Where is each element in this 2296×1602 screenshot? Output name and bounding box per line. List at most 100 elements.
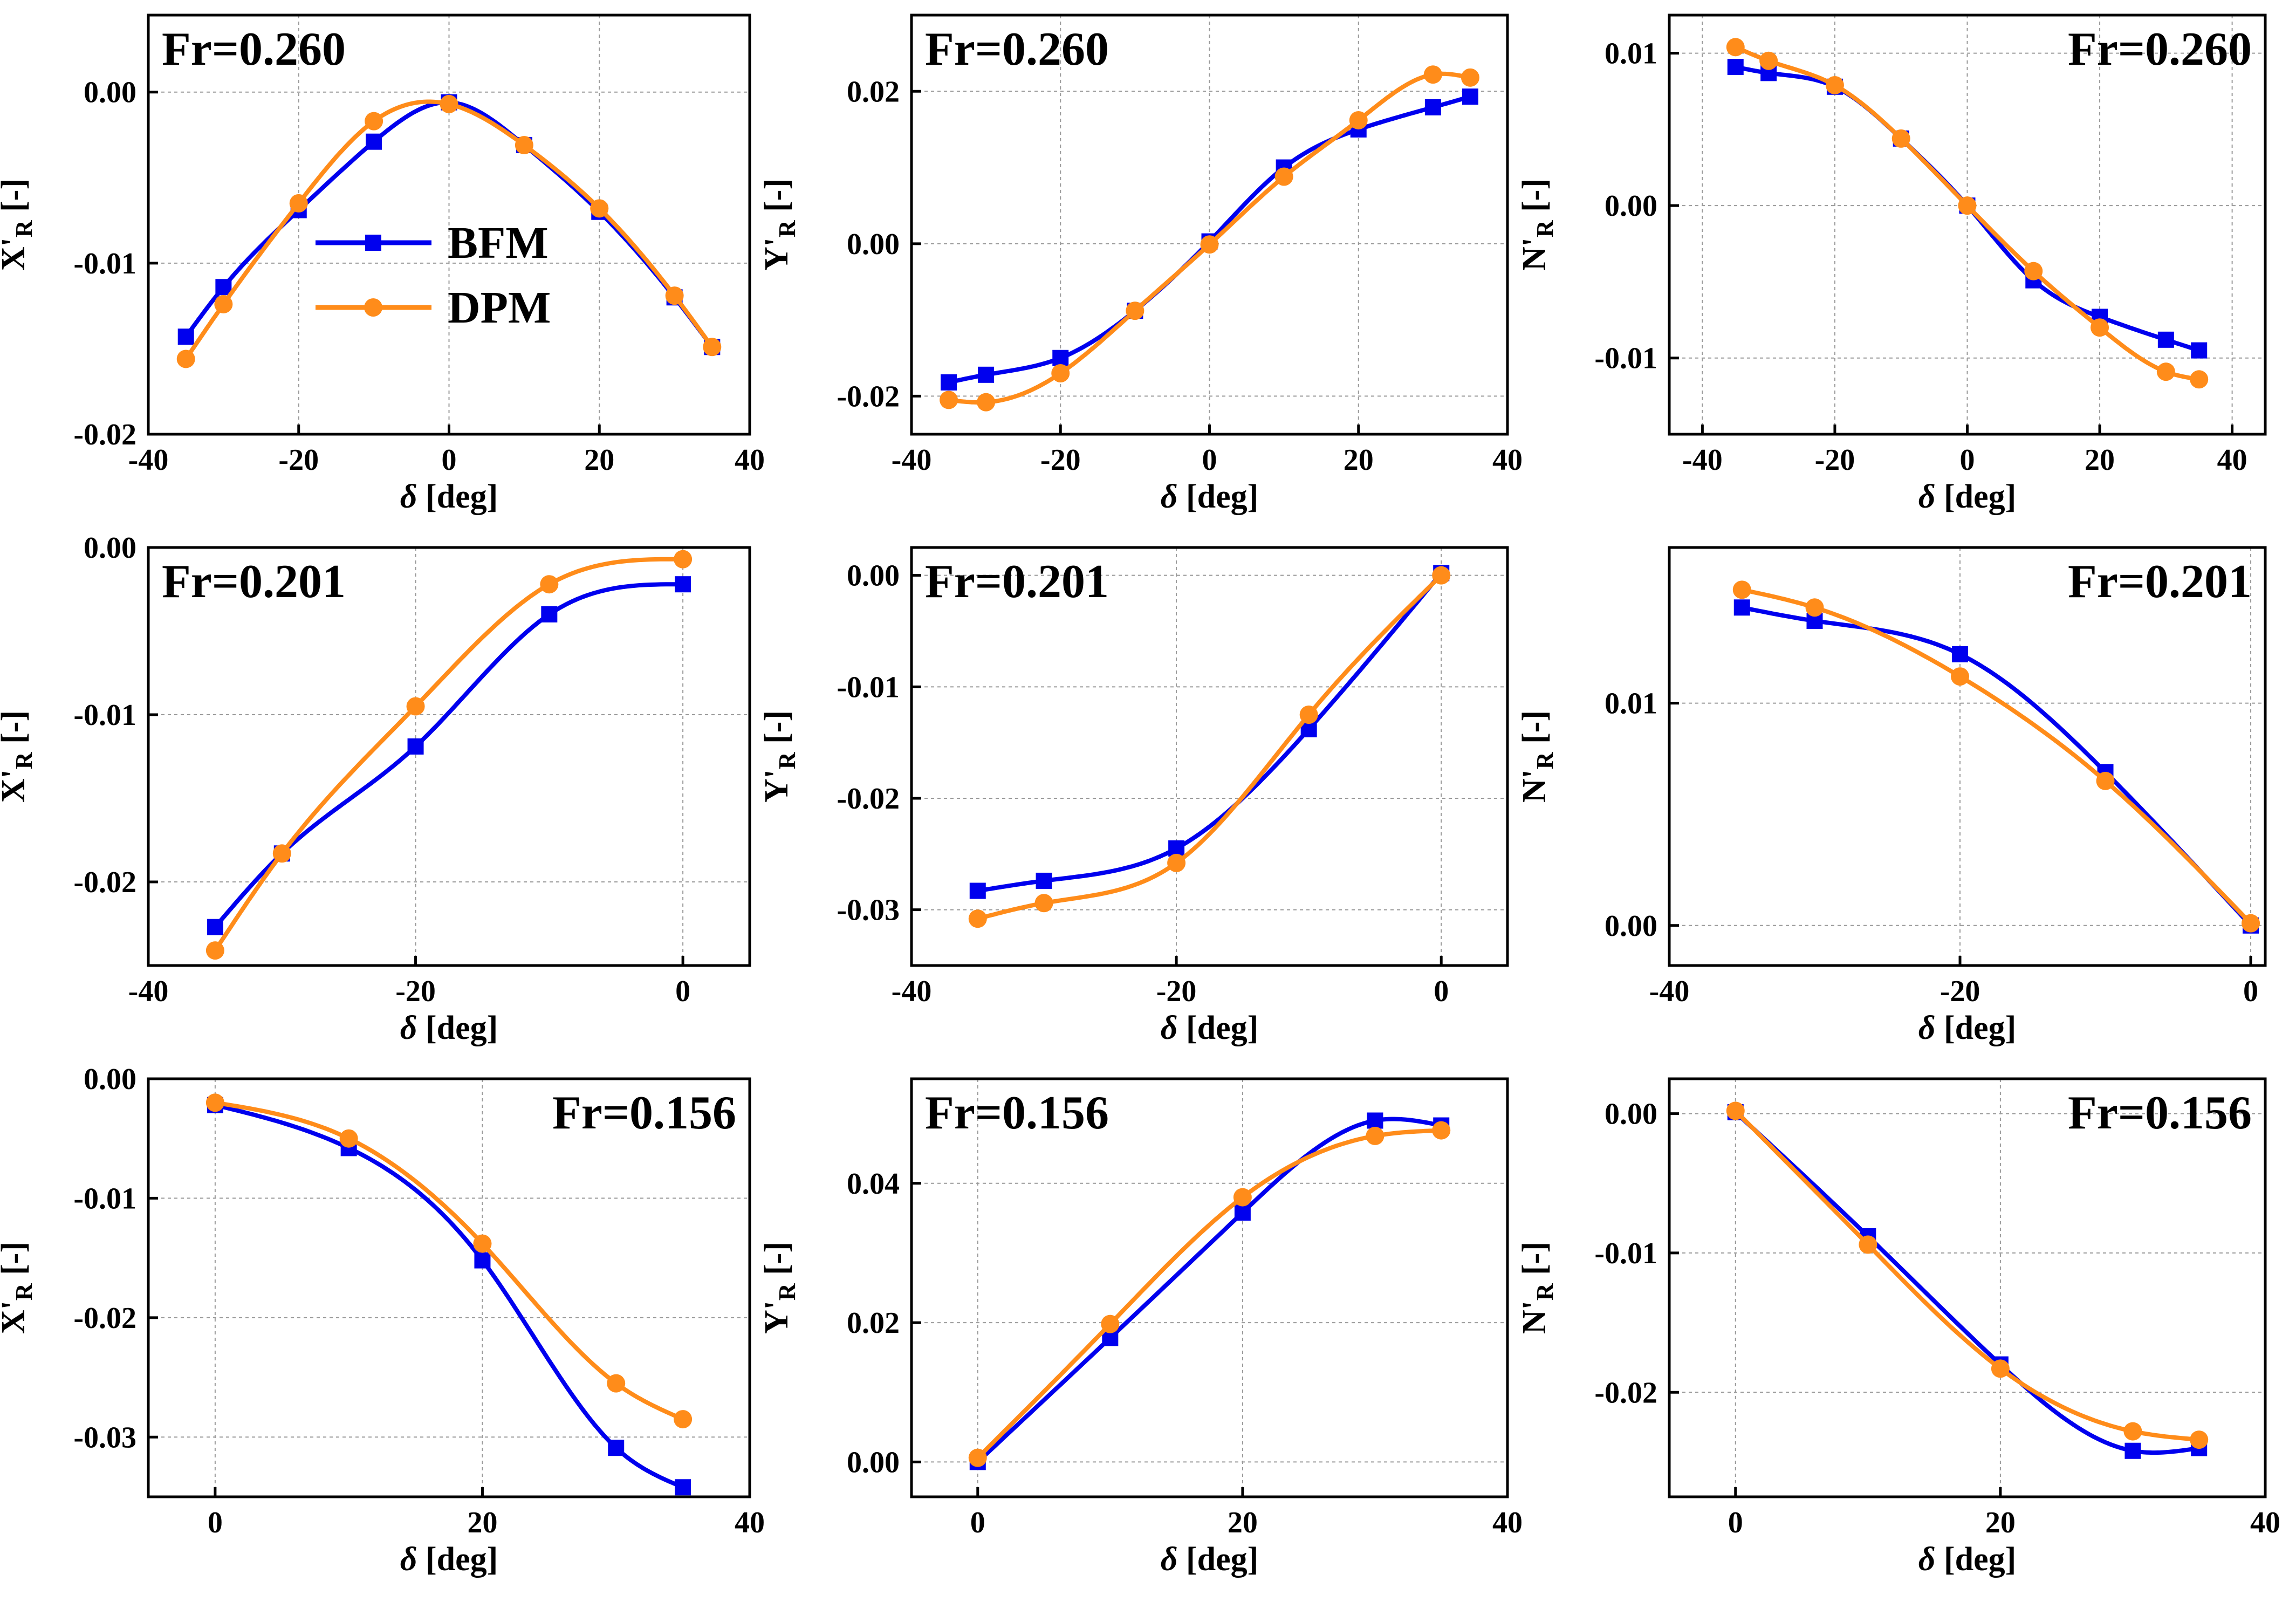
data-point-bfm bbox=[1052, 350, 1069, 366]
data-point-dpm bbox=[1233, 1188, 1252, 1207]
data-point-dpm bbox=[1299, 706, 1318, 724]
y-tick-label: -0.01 bbox=[73, 247, 136, 280]
y-axis-title: N'R [-] bbox=[1516, 179, 1558, 271]
x-tick-label: -20 bbox=[395, 975, 436, 1008]
data-point-dpm bbox=[473, 1234, 492, 1253]
y-tick-label: -0.01 bbox=[1594, 342, 1657, 375]
data-point-dpm bbox=[1349, 111, 1368, 129]
data-point-dpm bbox=[1432, 566, 1451, 585]
data-point-dpm bbox=[1423, 65, 1442, 84]
data-point-dpm bbox=[272, 844, 291, 863]
data-point-dpm bbox=[289, 194, 308, 213]
series-line-bfm bbox=[213, 1103, 686, 1490]
series-line-bfm bbox=[975, 1117, 1444, 1464]
x-tick-label: 0 bbox=[442, 443, 457, 477]
data-point-bfm bbox=[407, 738, 424, 755]
data-point-dpm bbox=[176, 350, 195, 368]
data-point-bfm bbox=[215, 279, 232, 296]
data-point-bfm bbox=[474, 1252, 491, 1269]
data-point-dpm bbox=[1958, 196, 1977, 215]
x-axis-title: δ [deg] bbox=[1161, 1010, 1259, 1046]
x-tick-label: 0 bbox=[675, 975, 690, 1008]
data-point-dpm bbox=[1200, 235, 1219, 254]
data-point-dpm bbox=[365, 112, 383, 131]
data-point-dpm bbox=[440, 94, 458, 113]
x-tick-label: -40 bbox=[1682, 443, 1723, 477]
froude-label: Fr=0.260 bbox=[925, 23, 1109, 76]
data-point-bfm bbox=[1036, 872, 1052, 889]
data-point-dpm bbox=[1274, 167, 1293, 186]
x-tick-label: 40 bbox=[735, 1506, 765, 1539]
panel-8: 0 20 40 0.00 0.02 0.04 δ [deg] Y'R [-] Fr=0.156 bbox=[758, 1077, 1523, 1578]
data-point-bfm bbox=[2191, 342, 2208, 359]
froude-label: Fr=0.260 bbox=[2068, 23, 2252, 76]
data-point-bfm bbox=[177, 328, 194, 345]
data-point-dpm bbox=[674, 1410, 693, 1429]
data-point-dpm bbox=[406, 697, 425, 716]
x-tick-label: -40 bbox=[892, 443, 932, 477]
data-point-dpm bbox=[590, 199, 609, 218]
x-tick-label: -20 bbox=[1156, 975, 1197, 1008]
y-tick-label: 0.00 bbox=[847, 1446, 900, 1479]
data-point-bfm bbox=[1727, 59, 1744, 76]
data-point-bfm bbox=[2124, 1442, 2141, 1459]
legend: BFM DPM bbox=[316, 218, 551, 333]
x-axis-title: δ [deg] bbox=[1918, 1541, 2017, 1578]
froude-label: Fr=0.201 bbox=[925, 556, 1109, 608]
panel-6: -40 -20 0 0.00 0.01 δ [deg] N'R [-] Fr=0.201 bbox=[1516, 546, 2267, 1046]
y-tick-label: 0.00 bbox=[84, 1063, 136, 1096]
y-tick-label: -0.02 bbox=[73, 866, 136, 899]
data-point-dpm bbox=[1891, 129, 1910, 148]
x-axis-title: δ [deg] bbox=[400, 1010, 498, 1046]
y-tick-label: -0.02 bbox=[837, 380, 900, 413]
y-tick-label: -0.02 bbox=[837, 782, 900, 816]
y-tick-label: -0.02 bbox=[73, 418, 136, 451]
data-point-bfm bbox=[207, 919, 223, 935]
data-point-dpm bbox=[1126, 302, 1144, 320]
x-tick-label: 40 bbox=[735, 443, 765, 477]
plot-frame bbox=[910, 1077, 1509, 1498]
x-tick-label: -20 bbox=[1040, 443, 1081, 477]
data-point-bfm bbox=[541, 606, 558, 622]
x-tick-label: 20 bbox=[1344, 443, 1374, 477]
legend-marker-circle bbox=[364, 298, 382, 317]
x-axis-title: δ [deg] bbox=[400, 1541, 498, 1578]
data-point-dpm bbox=[2123, 1422, 2142, 1441]
y-tick-label: 0.01 bbox=[1605, 687, 1657, 721]
data-point-bfm bbox=[978, 366, 995, 383]
data-point-dpm bbox=[1034, 894, 1053, 913]
series-line-bfm bbox=[1733, 1110, 2202, 1455]
plot-frame bbox=[147, 546, 751, 967]
y-tick-label: 0.02 bbox=[847, 75, 900, 108]
data-point-bfm bbox=[969, 882, 986, 899]
y-tick-label: 0.00 bbox=[847, 559, 900, 593]
y-axis-title: Y'R [-] bbox=[758, 179, 800, 271]
data-point-dpm bbox=[205, 1093, 224, 1112]
data-point-dpm bbox=[1366, 1126, 1385, 1145]
data-point-dpm bbox=[2190, 1430, 2209, 1449]
data-point-dpm bbox=[968, 1448, 987, 1467]
data-point-dpm bbox=[1951, 667, 1970, 686]
y-tick-label: 0.00 bbox=[84, 76, 136, 109]
data-point-dpm bbox=[1726, 38, 1745, 57]
froude-label: Fr=0.156 bbox=[2068, 1087, 2252, 1139]
series-line-dpm bbox=[213, 1100, 686, 1422]
x-tick-label: 20 bbox=[2085, 443, 2115, 477]
y-tick-label: 0.04 bbox=[847, 1167, 900, 1201]
data-point-dpm bbox=[2156, 362, 2175, 381]
froude-label: Fr=0.156 bbox=[925, 1087, 1109, 1139]
data-point-bfm bbox=[1952, 646, 1969, 662]
y-tick-label: 0.00 bbox=[1605, 1098, 1657, 1131]
y-tick-label: 0.00 bbox=[1605, 909, 1657, 943]
data-point-dpm bbox=[2096, 771, 2115, 790]
y-axis-title: X'R [-] bbox=[0, 179, 37, 271]
data-point-dpm bbox=[665, 286, 684, 305]
data-point-bfm bbox=[1733, 599, 1750, 616]
data-point-dpm bbox=[2190, 370, 2209, 389]
panel-9: 0 20 40 -0.02 -0.01 0.00 δ [deg] N'R [-] Fr=0.15… bbox=[1516, 1077, 2280, 1578]
plot-frame bbox=[147, 1077, 751, 1498]
data-point-dpm bbox=[977, 393, 996, 412]
x-tick-label: 20 bbox=[1985, 1506, 2016, 1539]
data-point-dpm bbox=[1101, 1315, 1120, 1333]
